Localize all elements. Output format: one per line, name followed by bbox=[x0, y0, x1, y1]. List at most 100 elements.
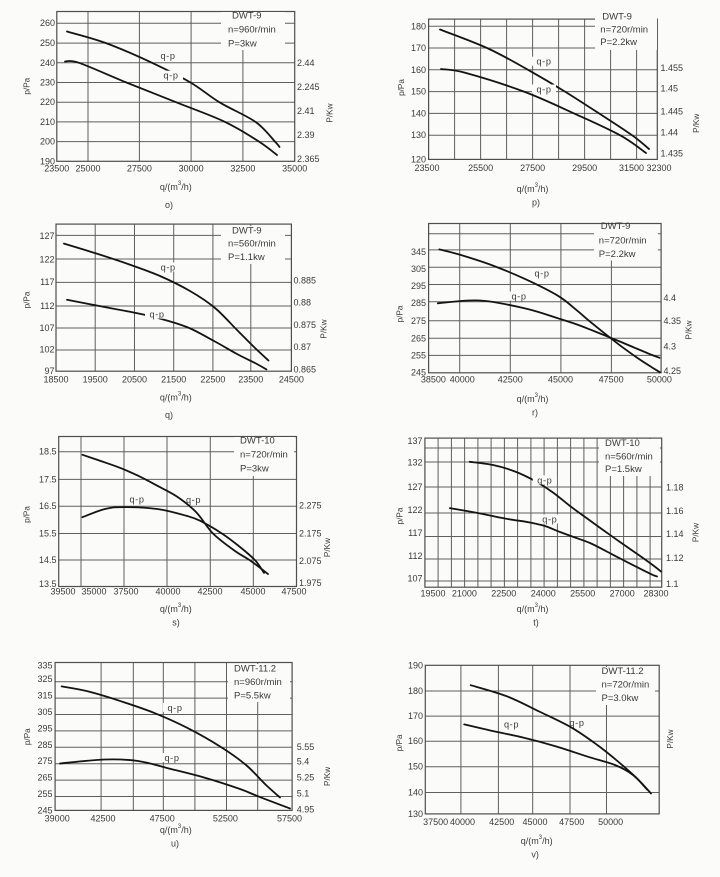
svg-text:35000: 35000 bbox=[81, 587, 106, 597]
svg-text:23500: 23500 bbox=[238, 374, 263, 384]
svg-text:27500: 27500 bbox=[127, 164, 152, 174]
svg-text:230: 230 bbox=[40, 78, 55, 88]
svg-text:0.885: 0.885 bbox=[294, 275, 317, 285]
svg-text:200: 200 bbox=[40, 137, 55, 147]
svg-text:1.18: 1.18 bbox=[666, 483, 684, 493]
svg-text:q-p: q-p bbox=[536, 85, 551, 95]
svg-text:q/(m3/h): q/(m3/h) bbox=[517, 183, 549, 194]
svg-text:DWT-10: DWT-10 bbox=[605, 438, 640, 449]
svg-text:40000: 40000 bbox=[155, 587, 180, 597]
svg-text:17.5: 17.5 bbox=[39, 474, 57, 484]
svg-text:47500: 47500 bbox=[281, 587, 306, 597]
svg-text:q/(m3/h): q/(m3/h) bbox=[521, 835, 553, 846]
svg-text:P=1.5kw: P=1.5kw bbox=[605, 464, 642, 475]
svg-text:q-p: q-p bbox=[160, 51, 175, 61]
svg-text:16.5: 16.5 bbox=[39, 501, 57, 511]
svg-text:q/(m3/h): q/(m3/h) bbox=[517, 393, 549, 404]
svg-text:245: 245 bbox=[411, 367, 426, 377]
svg-text:n=720r/min: n=720r/min bbox=[240, 450, 288, 461]
svg-text:250: 250 bbox=[40, 38, 55, 48]
svg-text:27000: 27000 bbox=[610, 589, 635, 599]
svg-text:q/(m3/h): q/(m3/h) bbox=[517, 603, 549, 614]
svg-text:15.5: 15.5 bbox=[39, 529, 57, 539]
svg-text:5.4: 5.4 bbox=[297, 756, 310, 766]
svg-text:q-p: q-p bbox=[163, 71, 178, 81]
svg-text:q-p: q-p bbox=[537, 475, 552, 485]
svg-text:112: 112 bbox=[408, 551, 422, 561]
svg-text:42500: 42500 bbox=[498, 375, 523, 385]
svg-text:117: 117 bbox=[40, 277, 54, 287]
svg-text:1.1: 1.1 bbox=[666, 579, 679, 589]
svg-text:q-p: q-p bbox=[511, 292, 526, 302]
svg-text:122: 122 bbox=[407, 505, 422, 515]
svg-text:4.95: 4.95 bbox=[297, 804, 315, 814]
svg-text:38500: 38500 bbox=[421, 375, 446, 385]
svg-text:P=3.0kw: P=3.0kw bbox=[602, 693, 639, 704]
svg-text:25000: 25000 bbox=[75, 164, 100, 174]
svg-text:1.445: 1.445 bbox=[661, 106, 684, 116]
svg-text:2.39: 2.39 bbox=[297, 130, 315, 140]
svg-text:2.245: 2.245 bbox=[297, 82, 320, 92]
svg-text:140: 140 bbox=[411, 108, 426, 118]
svg-text:p/Pa: p/Pa bbox=[395, 507, 404, 524]
svg-text:q/(m3/h): q/(m3/h) bbox=[160, 603, 192, 614]
svg-text:140: 140 bbox=[408, 788, 423, 798]
svg-text:160: 160 bbox=[411, 65, 426, 75]
svg-text:130: 130 bbox=[411, 130, 426, 140]
svg-text:22500: 22500 bbox=[200, 374, 225, 384]
svg-text:117: 117 bbox=[408, 528, 422, 538]
svg-text:4.3: 4.3 bbox=[664, 342, 677, 352]
svg-text:n=720r/min: n=720r/min bbox=[602, 680, 650, 691]
svg-text:47500: 47500 bbox=[559, 817, 584, 827]
svg-text:q-p: q-p bbox=[569, 718, 584, 728]
svg-text:14.5: 14.5 bbox=[39, 555, 57, 565]
svg-text:q-p: q-p bbox=[534, 269, 549, 279]
svg-text:170: 170 bbox=[408, 711, 423, 721]
svg-text:2.275: 2.275 bbox=[299, 501, 322, 511]
svg-text:5.55: 5.55 bbox=[297, 742, 315, 752]
svg-text:P=2.2kw: P=2.2kw bbox=[600, 37, 637, 48]
svg-text:97: 97 bbox=[44, 366, 54, 376]
svg-text:120: 120 bbox=[411, 154, 426, 164]
svg-text:q-p: q-p bbox=[161, 263, 176, 273]
svg-text:28300: 28300 bbox=[643, 589, 668, 599]
svg-text:2.44: 2.44 bbox=[297, 58, 315, 68]
svg-text:245: 245 bbox=[37, 805, 52, 815]
svg-text:23500: 23500 bbox=[414, 163, 439, 173]
svg-text:0.865: 0.865 bbox=[294, 364, 317, 374]
svg-text:127: 127 bbox=[407, 482, 422, 492]
svg-text:190: 190 bbox=[40, 156, 55, 166]
svg-text:107: 107 bbox=[39, 323, 54, 333]
svg-text:q-p: q-p bbox=[149, 310, 164, 320]
svg-text:2.41: 2.41 bbox=[297, 106, 315, 116]
svg-text:265: 265 bbox=[37, 773, 52, 783]
svg-text:42500: 42500 bbox=[90, 814, 115, 824]
svg-text:n=720r/min: n=720r/min bbox=[599, 236, 647, 247]
svg-text:21000: 21000 bbox=[452, 589, 477, 599]
svg-text:47500: 47500 bbox=[599, 375, 624, 385]
svg-text:2.075: 2.075 bbox=[299, 556, 322, 566]
svg-text:q/(m3/h): q/(m3/h) bbox=[160, 392, 192, 403]
svg-text:p/Pa: p/Pa bbox=[395, 305, 404, 322]
svg-text:40000: 40000 bbox=[450, 817, 475, 827]
svg-text:p/Pa: p/Pa bbox=[395, 734, 404, 751]
svg-text:325: 325 bbox=[37, 674, 52, 684]
svg-text:50000: 50000 bbox=[598, 817, 623, 827]
svg-text:305: 305 bbox=[37, 707, 52, 717]
svg-text:190: 190 bbox=[408, 660, 423, 670]
svg-text:P/Kw: P/Kw bbox=[692, 114, 701, 133]
svg-text:s): s) bbox=[172, 618, 180, 628]
svg-text:p): p) bbox=[532, 198, 540, 208]
svg-text:45000: 45000 bbox=[522, 817, 547, 827]
svg-text:1.435: 1.435 bbox=[661, 149, 684, 159]
svg-text:255: 255 bbox=[37, 789, 52, 799]
svg-text:2.365: 2.365 bbox=[297, 154, 320, 164]
svg-text:19500: 19500 bbox=[83, 374, 108, 384]
svg-text:21500: 21500 bbox=[161, 374, 186, 384]
svg-text:47500: 47500 bbox=[150, 814, 175, 824]
svg-text:p/Pa: p/Pa bbox=[23, 506, 32, 523]
svg-text:p/Pa: p/Pa bbox=[23, 728, 32, 745]
svg-text:P/Kw: P/Kw bbox=[692, 523, 701, 542]
svg-text:4.4: 4.4 bbox=[664, 293, 677, 303]
svg-text:0.88: 0.88 bbox=[294, 298, 312, 308]
